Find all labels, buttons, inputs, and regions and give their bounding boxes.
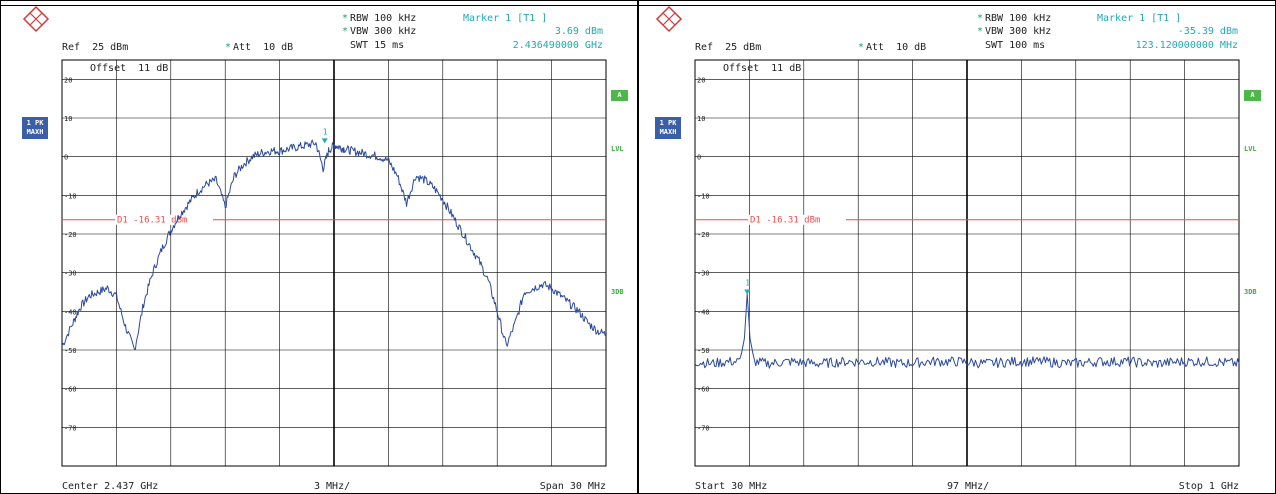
side-label-3db: 3DB — [1244, 288, 1257, 296]
marker-triangle — [744, 289, 751, 295]
spectrum-panel-2: 20 10 0 -10 -20 -30 -40 -50 -60 -70 D1 -16.31 dBm 1… — [638, 0, 1276, 494]
marker-title: Marker 1 [T1 ] — [1097, 13, 1182, 24]
rbw-text: RBW 100 kHz — [985, 13, 1052, 24]
y-tick-label: -10 — [697, 192, 710, 200]
footer-right: Stop 1 GHz — [1178, 481, 1239, 492]
side-label-lvl: LVL — [611, 145, 624, 153]
trace-badge: 1 PK MAXH — [22, 117, 48, 139]
marker-frequency: 123.120000000 MHz — [1135, 40, 1238, 51]
marker-label: 1 — [323, 127, 328, 136]
footer-right: Span 30 MHz — [539, 481, 606, 492]
y-tick-label: -30 — [697, 270, 710, 278]
y-tick-label: 10 — [697, 115, 705, 123]
y-tick-label: -60 — [64, 386, 77, 394]
marker-triangle — [321, 138, 328, 144]
trace-badge-line: MAXH — [26, 128, 44, 136]
display-line-label-bg — [748, 214, 846, 225]
y-tick-label: -20 — [64, 231, 77, 239]
footer-left: Start 30 MHz — [695, 481, 768, 492]
vbw-star: * — [977, 26, 984, 37]
panel-border — [638, 0, 1276, 494]
rbw-text: RBW 100 kHz — [350, 13, 417, 24]
y-tick-label: -70 — [64, 424, 77, 432]
rohde-schwarz-logo-icon — [22, 5, 50, 33]
grid — [61, 59, 607, 467]
trace-badge-line: 1 PK — [26, 119, 44, 127]
y-tick-label: -50 — [64, 347, 77, 355]
ref-text: Ref 25 dBm — [695, 42, 762, 53]
marker-level: 3.69 dBm — [554, 26, 603, 37]
att-text: Att 10 dB — [233, 42, 294, 53]
marker-title: Marker 1 [T1 ] — [463, 13, 548, 24]
trace-badge-line: 1 PK — [659, 119, 677, 127]
y-tick-label: 20 — [64, 76, 72, 84]
marker-frequency: 2.436490000 GHz — [512, 40, 603, 51]
display-line-label: D1 -16.31 dBm — [750, 216, 820, 226]
vbw-text: VBW 300 kHz — [985, 26, 1052, 37]
y-tick-label: -20 — [697, 231, 710, 239]
vbw-star: * — [342, 26, 349, 37]
side-label-lvl: LVL — [1244, 145, 1257, 153]
spectrum-svg: 20 10 0 -10 -20 -30 -40 -50 -60 -70 D1 -16.31 dBm 1 — [0, 0, 638, 494]
side-label-3db: 3DB — [611, 288, 624, 296]
footer-left: Center 2.437 GHz — [62, 481, 159, 492]
y-tick-label: -30 — [64, 270, 77, 278]
grid — [694, 59, 1240, 467]
footer-mid: 97 MHz/ — [947, 481, 990, 492]
trace-badge: 1 PK MAXH — [655, 117, 681, 139]
vbw-text: VBW 300 kHz — [350, 26, 417, 37]
offset-text: Offset 11 dB — [90, 63, 169, 74]
y-tick-label: -70 — [697, 424, 710, 432]
plot-frame — [61, 59, 607, 467]
plot-frame — [694, 59, 1240, 467]
rohde-schwarz-logo-icon — [655, 5, 683, 33]
trace-line — [694, 293, 1240, 369]
rbw-star: * — [977, 13, 984, 24]
swt-text: SWT 100 ms — [985, 40, 1046, 51]
trace-badge-line: MAXH — [659, 128, 677, 136]
spectrum-panel-1: 20 10 0 -10 -20 -30 -40 -50 -60 -70 D1 -16.31 dBm 1… — [0, 0, 638, 494]
y-tick-label: 20 — [697, 76, 705, 84]
side-tag-a: A — [611, 90, 628, 101]
side-tag-a: A — [1244, 90, 1261, 101]
trace-line — [61, 139, 607, 350]
y-tick-label: 0 — [64, 154, 68, 162]
display-line-label: D1 -16.31 dBm — [117, 216, 187, 226]
y-tick-label: 10 — [64, 115, 72, 123]
y-tick-label: -60 — [697, 386, 710, 394]
marker-level: -35.39 dBm — [1177, 26, 1238, 37]
y-tick-label: 0 — [697, 154, 701, 162]
y-tick-label: -40 — [64, 308, 77, 316]
footer-mid: 3 MHz/ — [314, 481, 351, 492]
rbw-star: * — [342, 13, 349, 24]
att-star: * — [225, 42, 232, 53]
marker-label: 1 — [745, 279, 750, 288]
swt-text: SWT 15 ms — [350, 40, 405, 51]
spectrum-svg: 20 10 0 -10 -20 -30 -40 -50 -60 -70 D1 -16.31 dBm 1 — [638, 0, 1276, 494]
y-tick-label: -10 — [64, 192, 77, 200]
y-tick-label: -50 — [697, 347, 710, 355]
panel-border — [0, 0, 638, 494]
att-star: * — [858, 42, 865, 53]
att-text: Att 10 dB — [866, 42, 927, 53]
ref-text: Ref 25 dBm — [62, 42, 129, 53]
display-line-label-bg — [115, 214, 213, 225]
offset-text: Offset 11 dB — [723, 63, 802, 74]
y-tick-label: -40 — [697, 308, 710, 316]
